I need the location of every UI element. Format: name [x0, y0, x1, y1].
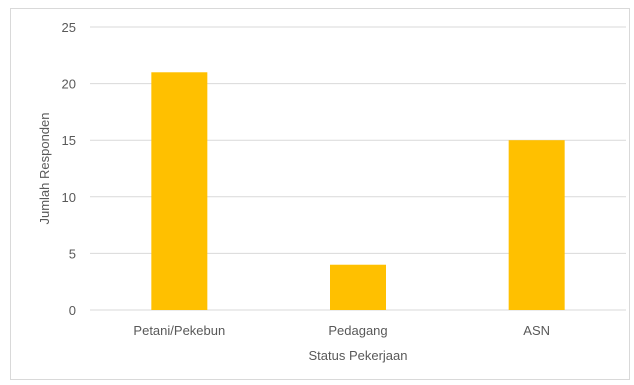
- x-axis-ticks: Petani/Pekebun Pedagang ASN: [133, 323, 550, 338]
- x-tick-label: Petani/Pekebun: [133, 323, 225, 338]
- bar-asn: [508, 140, 565, 310]
- y-tick-label: 10: [62, 190, 76, 205]
- y-tick-label: 20: [62, 77, 76, 92]
- y-tick-label: 25: [62, 20, 76, 35]
- y-tick-label: 5: [69, 246, 76, 261]
- x-tick-label: ASN: [523, 323, 550, 338]
- x-tick-label: Pedagang: [328, 323, 387, 338]
- bars: [151, 72, 565, 310]
- y-axis-ticks: 0 5 10 15 20 25: [62, 20, 76, 318]
- y-tick-label: 15: [62, 133, 76, 148]
- y-axis-title: Jumlah Responden: [37, 112, 52, 224]
- x-axis-title: Status Pekerjaan: [308, 348, 407, 363]
- y-tick-label: 0: [69, 303, 76, 318]
- bar-petani-pekebun: [151, 72, 208, 310]
- bar-pedagang: [330, 264, 386, 310]
